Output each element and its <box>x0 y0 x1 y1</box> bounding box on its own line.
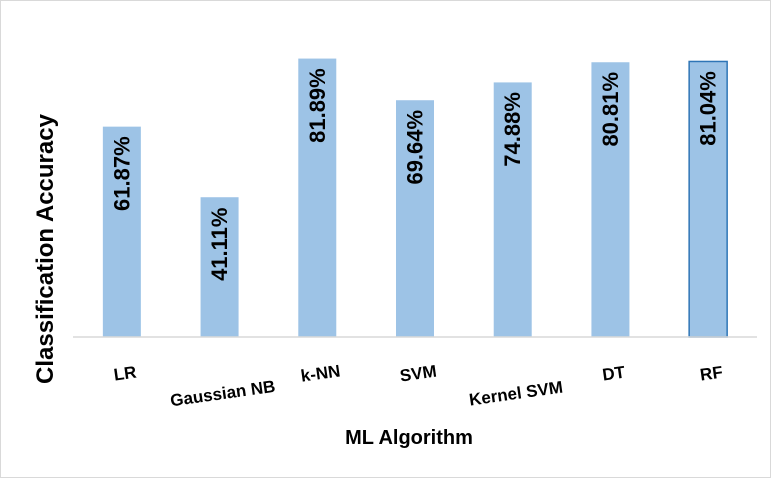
data-label-kernel-svm: 74.88% <box>500 92 525 167</box>
data-label-dt: 80.81% <box>598 72 623 147</box>
data-label-rf: 81.04% <box>696 71 721 146</box>
x-tick-lr: LR <box>113 363 138 385</box>
data-label-lr: 61.87% <box>109 136 134 211</box>
bar-svm <box>396 100 434 337</box>
x-tick-svm: SVM <box>399 362 438 386</box>
x-tick-labels: LR Gaussian NB k-NN SVM Kernel SVM DT RF <box>113 361 724 410</box>
data-label-gaussian-nb: 41.11% <box>207 208 232 281</box>
bar-gaussian-nb <box>200 197 239 337</box>
x-tick-kernel-svm: Kernel SVM <box>468 378 564 410</box>
data-label-k-nn: 81.89% <box>305 68 330 143</box>
bar-lr <box>102 126 141 337</box>
data-label-svm: 69.64% <box>403 110 428 185</box>
bar-kernel-svm <box>493 82 532 338</box>
bar-rf <box>688 60 728 338</box>
x-axis-title: ML Algorithm <box>345 427 473 449</box>
x-tick-dt: DT <box>601 362 627 384</box>
bar-dt <box>591 62 630 337</box>
bars-layer: 61.87% 41.11% 81.89% 69.64% 74.88% 80.81% 81.0… <box>102 58 728 338</box>
x-tick-k-nn: k-NN <box>300 361 342 385</box>
bar-k-nn <box>298 58 337 337</box>
x-tick-rf: RF <box>699 363 724 385</box>
y-axis-title: Classification Accuracy <box>32 113 59 384</box>
x-tick-gaussian-nb: Gaussian NB <box>169 377 276 411</box>
